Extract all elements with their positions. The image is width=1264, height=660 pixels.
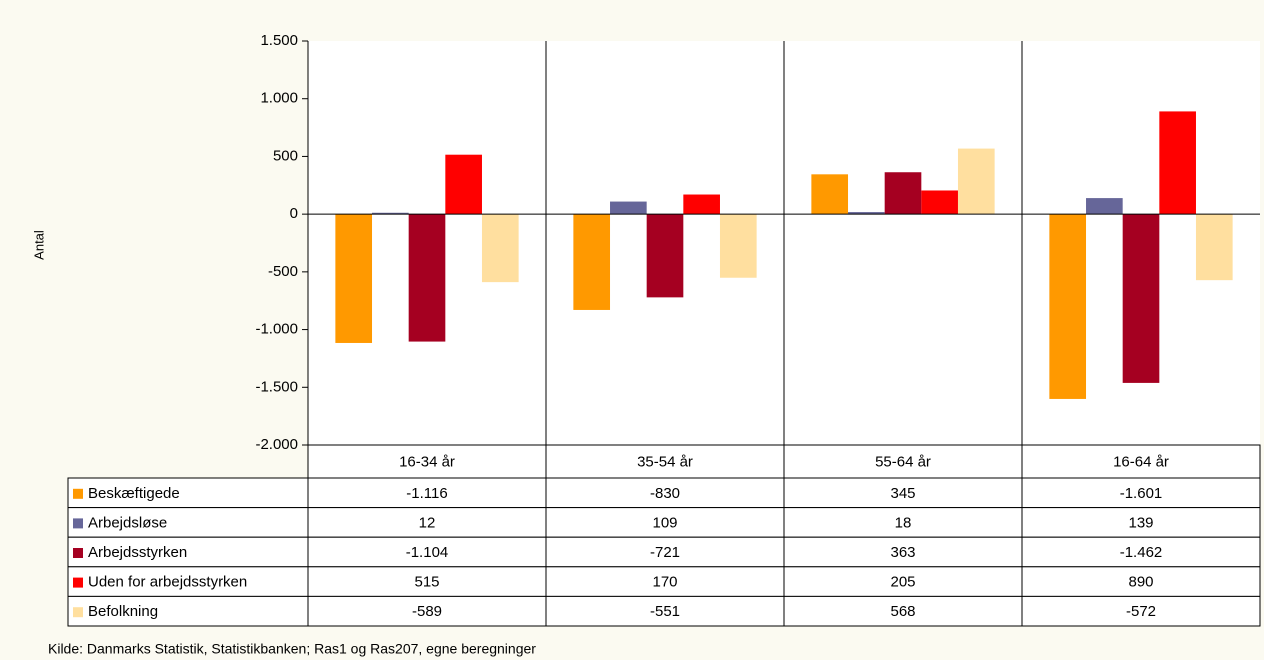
legend-label: Befolkning <box>88 603 158 620</box>
y-tick-label: -2.000 <box>255 436 298 453</box>
legend-swatch <box>73 518 83 529</box>
legend-label: Uden for arbejdsstyrken <box>88 574 247 591</box>
bar <box>408 214 446 342</box>
bar <box>1049 214 1087 399</box>
table-value: -830 <box>650 485 680 502</box>
table-value: -1.462 <box>1120 544 1163 561</box>
table-value: -1.116 <box>406 485 447 502</box>
x-tick-label: 35-54 år <box>637 453 693 470</box>
legend-swatch <box>73 548 83 558</box>
y-tick-label: 0 <box>290 205 298 222</box>
bar <box>1195 214 1233 281</box>
legend-label: Beskæftigede <box>88 485 180 502</box>
bar <box>884 172 922 215</box>
y-axis-label: Antal <box>31 230 46 260</box>
table-value: 139 <box>1128 514 1153 531</box>
y-tick-label: 500 <box>273 147 298 164</box>
bar <box>1086 198 1123 215</box>
y-tick-label: 1.500 <box>260 32 298 49</box>
x-tick-label: 16-34 år <box>399 453 455 470</box>
table-value: 205 <box>890 574 915 591</box>
table-value: 109 <box>652 514 677 531</box>
bar <box>848 212 885 215</box>
legend-swatch <box>73 577 83 588</box>
legend-swatch <box>73 488 83 499</box>
bar <box>957 148 995 215</box>
bar <box>646 214 684 298</box>
table-value: -551 <box>650 603 680 620</box>
y-tick-label: 1.000 <box>260 90 298 107</box>
table-value: 890 <box>1128 574 1153 591</box>
bar <box>372 212 409 215</box>
bar <box>811 174 849 215</box>
x-tick-label: 16-64 år <box>1113 453 1169 470</box>
bar <box>1159 111 1196 215</box>
table-value: 18 <box>895 514 912 531</box>
table-row <box>67 477 1261 509</box>
bar <box>683 194 720 215</box>
table-value: 515 <box>414 574 439 591</box>
legend-swatch <box>73 607 83 618</box>
legend-label: Arbejdsstyrken <box>88 544 187 561</box>
bar <box>1122 214 1160 383</box>
table-value: 12 <box>419 514 436 531</box>
table-row <box>67 566 1261 597</box>
table-value: 170 <box>652 574 677 591</box>
table-value: -1.104 <box>406 544 449 561</box>
bar <box>610 201 647 215</box>
x-tick-label: 55-64 år <box>875 453 931 470</box>
y-tick-label: -500 <box>268 263 298 280</box>
table-value: -1.601 <box>1120 485 1163 502</box>
source-note: Kilde: Danmarks Statistik, Statistikbank… <box>48 641 536 657</box>
bar <box>445 154 482 215</box>
bar <box>921 190 958 215</box>
bar <box>481 214 519 283</box>
bar <box>719 214 757 278</box>
y-tick-label: -1.000 <box>255 321 298 338</box>
bar <box>335 214 373 343</box>
table-value: 345 <box>890 485 915 502</box>
table-value: -721 <box>650 544 680 561</box>
table-value: 363 <box>890 544 915 561</box>
table-value: 568 <box>890 603 915 620</box>
y-tick-label: -1.500 <box>255 378 298 395</box>
bar <box>573 214 611 310</box>
legend-label: Arbejdsløse <box>88 514 167 531</box>
table-value: -572 <box>1126 603 1156 620</box>
table-value: -589 <box>412 603 442 620</box>
